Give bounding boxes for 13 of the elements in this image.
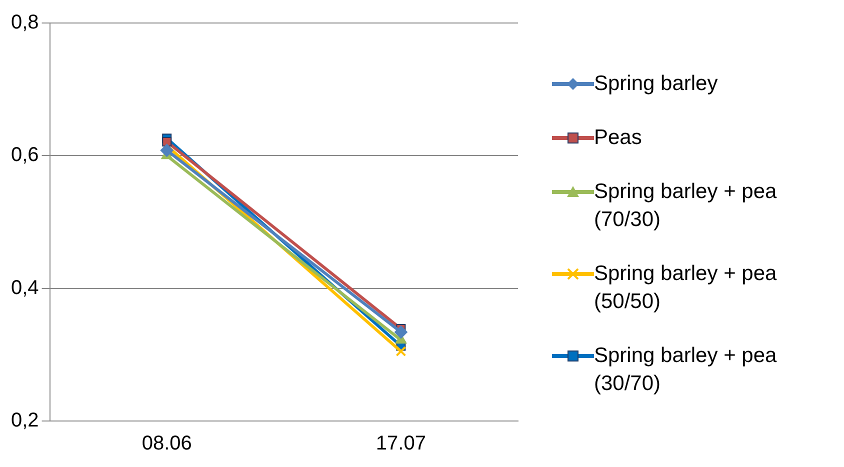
point	[162, 136, 172, 146]
legend-label: Spring barley + pea (50/50)	[594, 260, 778, 314]
legend-label: Spring barley + pea (30/70)	[594, 342, 778, 396]
x-tick-label: 08.06	[142, 432, 192, 455]
legend-label: Spring barley + pea (70/30)	[594, 178, 778, 232]
y-tick-label: 0,6	[10, 144, 39, 166]
y-tick-label: 0,4	[10, 276, 39, 299]
y-tick-label: 0,2	[10, 410, 39, 432]
x-tick-label: 17.07	[376, 432, 426, 455]
y-tick-label: 0,8	[10, 12, 39, 34]
point	[396, 346, 406, 357]
legend-label: Spring barley	[594, 70, 718, 96]
legend-label: Peas	[594, 124, 642, 150]
